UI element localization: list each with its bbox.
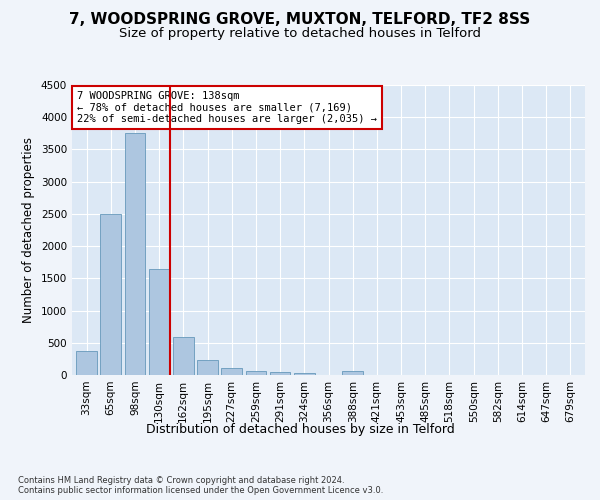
Text: Contains HM Land Registry data © Crown copyright and database right 2024.
Contai: Contains HM Land Registry data © Crown c… bbox=[18, 476, 383, 495]
Bar bbox=[125, 134, 145, 375]
Text: 7, WOODSPRING GROVE, MUXTON, TELFORD, TF2 8SS: 7, WOODSPRING GROVE, MUXTON, TELFORD, TF… bbox=[70, 12, 530, 28]
Bar bbox=[294, 372, 314, 375]
Bar bbox=[149, 270, 169, 375]
Y-axis label: Number of detached properties: Number of detached properties bbox=[22, 137, 35, 323]
Bar bbox=[245, 371, 266, 375]
Text: Distribution of detached houses by size in Telford: Distribution of detached houses by size … bbox=[146, 422, 454, 436]
Text: Size of property relative to detached houses in Telford: Size of property relative to detached ho… bbox=[119, 28, 481, 40]
Bar bbox=[100, 214, 121, 375]
Bar bbox=[197, 360, 218, 375]
Bar bbox=[270, 372, 290, 375]
Bar bbox=[343, 372, 363, 375]
Bar bbox=[76, 351, 97, 375]
Bar bbox=[173, 337, 194, 375]
Bar bbox=[221, 368, 242, 375]
Text: 7 WOODSPRING GROVE: 138sqm
← 78% of detached houses are smaller (7,169)
22% of s: 7 WOODSPRING GROVE: 138sqm ← 78% of deta… bbox=[77, 91, 377, 124]
